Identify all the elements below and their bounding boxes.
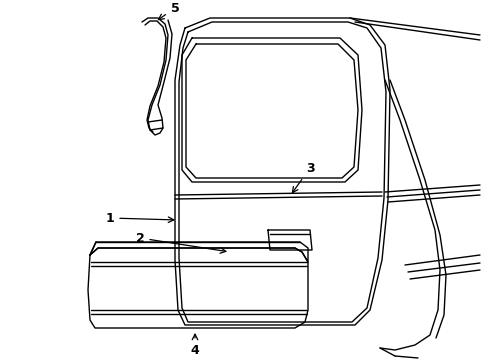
Text: 2: 2 — [136, 231, 226, 253]
Text: 1: 1 — [106, 211, 174, 225]
Text: 5: 5 — [158, 1, 179, 19]
Text: 4: 4 — [191, 334, 199, 356]
Text: 3: 3 — [293, 162, 314, 193]
